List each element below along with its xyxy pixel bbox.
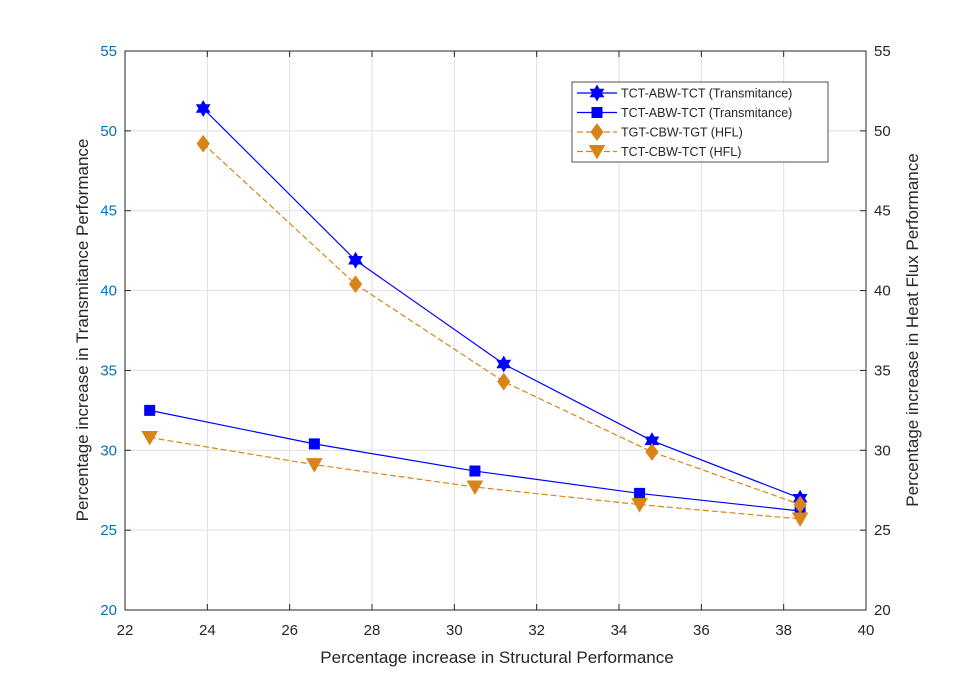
legend-label: TGT-CBW-TGT (HFL) xyxy=(621,126,743,140)
series-3-point xyxy=(348,275,363,294)
left-y-tick-label: 30 xyxy=(100,442,117,459)
right-y-tick-label: 40 xyxy=(874,283,891,300)
x-tick-label: 40 xyxy=(858,622,875,639)
legend-label: TCT-CBW-TCT (HFL) xyxy=(621,145,741,159)
legend-label: TCT-ABW-TCT (Transmitance) xyxy=(621,87,792,101)
series-2-point xyxy=(144,404,156,416)
legend-swatch-marker xyxy=(588,145,606,160)
left-y-tick-label: 50 xyxy=(100,123,117,140)
legend: TCT-ABW-TCT (Transmitance) TCT-ABW-TCT (T… xyxy=(571,81,829,163)
x-tick-label: 24 xyxy=(199,622,216,639)
x-tick-label: 22 xyxy=(117,622,134,639)
series-2-point xyxy=(634,487,646,499)
legend-swatch-marker xyxy=(591,107,603,118)
right-y-axis-label: Percentage increase in Heat Flux Perform… xyxy=(903,153,922,506)
legend-box xyxy=(571,81,829,163)
legend-item-3: TGT-CBW-TGT (HFL) xyxy=(577,123,743,141)
series-2-point xyxy=(469,465,481,477)
series-4-line xyxy=(149,436,801,520)
series-3-point xyxy=(196,134,210,153)
right-y-axis-ticks: 20 25 30 35 40 45 50 55 xyxy=(860,43,891,619)
series-1-point xyxy=(195,99,211,118)
series-1-point xyxy=(496,355,512,373)
legend-item-4: TCT-CBW-TCT (HFL) xyxy=(577,145,741,160)
right-y-tick-label: 55 xyxy=(874,43,891,60)
series-3-point xyxy=(497,372,511,391)
left-y-tick-label: 55 xyxy=(100,43,117,60)
right-y-tick-label: 30 xyxy=(874,442,891,459)
x-tick-label: 26 xyxy=(281,622,298,639)
series-3-line xyxy=(202,143,801,506)
series-3-point xyxy=(645,443,659,461)
x-tick-label: 34 xyxy=(611,622,628,639)
x-tick-label: 32 xyxy=(528,622,545,639)
legend-item-2: TCT-ABW-TCT (Transmitance) xyxy=(577,106,792,120)
x-tick-label: 28 xyxy=(364,622,381,639)
series-4-point xyxy=(306,458,323,473)
left-y-axis-label: Percentage increase in Transmitance Perf… xyxy=(73,139,92,522)
series-4-point xyxy=(791,512,809,527)
right-y-tick-label: 45 xyxy=(874,203,891,220)
left-y-tick-label: 40 xyxy=(100,283,117,300)
series-4-point xyxy=(631,498,648,513)
series-2-point xyxy=(308,438,320,450)
series-1-point xyxy=(348,251,363,269)
legend-item-1: TCT-ABW-TCT (Transmitance) xyxy=(577,84,792,102)
left-y-tick-label: 25 xyxy=(100,522,117,539)
legend-label: TCT-ABW-TCT (Transmitance) xyxy=(621,106,792,120)
x-axis-label: Percentage increase in Structural Perfor… xyxy=(320,648,673,667)
x-tick-label: 36 xyxy=(693,622,710,639)
x-tick-label: 38 xyxy=(775,622,792,639)
x-axis-ticks: 22 24 26 28 30 32 34 36 38 40 xyxy=(117,51,875,639)
left-y-tick-label: 45 xyxy=(100,203,117,220)
series-4 xyxy=(141,431,809,527)
right-y-tick-label: 50 xyxy=(874,123,891,140)
series-4-point xyxy=(466,480,484,496)
right-y-tick-label: 25 xyxy=(874,522,891,539)
series-2 xyxy=(144,404,806,517)
left-y-tick-label: 20 xyxy=(100,602,117,619)
x-tick-label: 30 xyxy=(446,622,463,639)
left-y-axis-ticks: 20 25 30 35 40 45 50 55 xyxy=(100,43,131,619)
legend-swatch-marker xyxy=(590,123,604,141)
series-3 xyxy=(196,134,807,514)
right-y-tick-label: 20 xyxy=(874,602,891,619)
series-4-point xyxy=(141,431,159,446)
plot-series xyxy=(141,99,809,527)
left-y-tick-label: 35 xyxy=(100,362,117,379)
right-y-tick-label: 35 xyxy=(874,362,891,379)
axes-box xyxy=(124,50,867,611)
legend-swatch-marker xyxy=(589,84,605,102)
